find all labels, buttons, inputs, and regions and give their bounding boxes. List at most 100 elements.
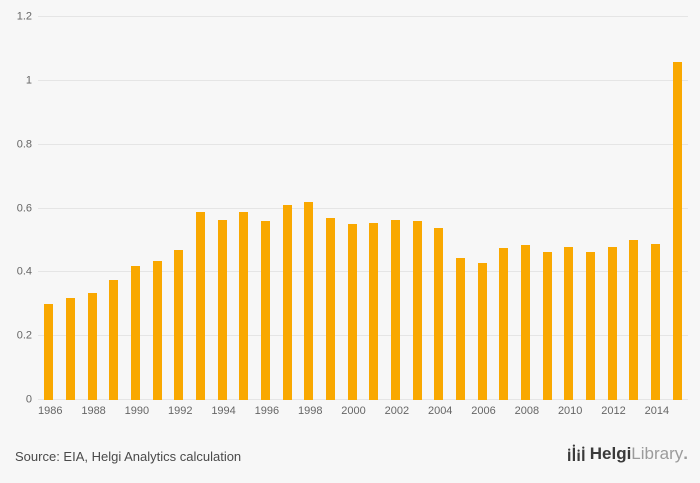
x-axis: 1986 1988 1990 1992 1994 1996 1998 2000 2002 2004… [38, 405, 688, 417]
logo-text-library: Library [631, 444, 684, 463]
bar-1987[interactable] [66, 297, 75, 400]
bar-slot [428, 17, 450, 400]
y-tick-label: 0.2 [16, 329, 32, 342]
x-tick-label [626, 405, 645, 417]
bar-1989[interactable] [109, 280, 119, 400]
x-tick-label: 2002 [384, 405, 410, 417]
bar-slot [341, 17, 363, 400]
bar-2010[interactable] [564, 246, 574, 400]
gridline [38, 335, 688, 337]
gridline [38, 207, 688, 209]
x-tick-label [582, 405, 601, 417]
x-tick-label [192, 405, 211, 417]
x-tick-label [496, 405, 515, 417]
bar-2000[interactable] [347, 224, 357, 400]
bar-1990[interactable] [131, 265, 141, 400]
x-tick-label [106, 405, 125, 417]
x-tick-label [452, 405, 471, 417]
bar-2001[interactable] [369, 222, 379, 400]
gridline [38, 16, 688, 17]
y-tick-label: 0.8 [16, 138, 32, 151]
bar-slot [601, 17, 623, 400]
y-axis: 0 0.2 0.4 0.6 0.8 1 1.2 [0, 11, 32, 405]
bar-slot [385, 17, 407, 400]
x-tick-label: 1986 [38, 405, 63, 417]
x-tick-label: 1998 [297, 405, 323, 417]
bar-2005[interactable] [456, 257, 466, 400]
x-tick-label: 2004 [427, 405, 453, 417]
gridline [38, 399, 688, 400]
bar-slot [515, 17, 537, 400]
x-tick-label [62, 405, 81, 417]
bar-1997[interactable] [282, 205, 292, 400]
x-tick-label [669, 405, 688, 417]
y-tick-label: 0.4 [16, 265, 32, 278]
gridline [38, 271, 688, 273]
bar-2015[interactable] [672, 61, 682, 400]
bar-slot [233, 17, 255, 400]
bar-2004[interactable] [434, 227, 444, 400]
bar-2009[interactable] [542, 251, 552, 400]
x-tick-label: 1994 [211, 405, 236, 417]
bar-1986[interactable] [44, 304, 54, 400]
bar-2013[interactable] [629, 240, 639, 400]
x-tick-label: 2000 [341, 405, 366, 417]
bar-2008[interactable] [521, 245, 531, 400]
bar-1992[interactable] [174, 250, 184, 400]
bar-1988[interactable] [87, 293, 97, 400]
x-tick-label: 1988 [81, 405, 106, 417]
x-tick-label [366, 405, 385, 417]
bar-slot [125, 17, 147, 400]
bar-1991[interactable] [152, 261, 162, 400]
bar-2012[interactable] [607, 246, 617, 400]
bar-slot [363, 17, 385, 400]
x-tick-label [149, 405, 168, 417]
bar-slot [255, 17, 277, 400]
x-tick-label: 2014 [644, 405, 670, 417]
y-tick-label: 1 [25, 74, 32, 87]
bar-slot [38, 17, 60, 400]
helgi-library-logo[interactable]: HelgiLibrary. [567, 444, 688, 462]
bar-slot [60, 17, 82, 400]
bar-slot [211, 17, 233, 400]
bar-slot [406, 17, 428, 400]
bar-slot [623, 17, 645, 400]
x-tick-label: 2010 [557, 405, 583, 417]
bar-slot [103, 17, 125, 400]
bar-slot [276, 17, 298, 400]
bar-2006[interactable] [477, 262, 487, 400]
x-tick-label [236, 405, 255, 417]
bar-2003[interactable] [412, 221, 422, 400]
bar-slot [536, 17, 558, 400]
bar-slot [168, 17, 190, 400]
bar-slot [298, 17, 320, 400]
x-tick-label [322, 405, 341, 417]
bar-slot [558, 17, 580, 400]
bar-slot [450, 17, 472, 400]
bar-slot [471, 17, 493, 400]
bar-slot [146, 17, 168, 400]
x-tick-label [539, 405, 558, 417]
y-tick-label: 0.6 [16, 202, 32, 214]
gridline [38, 79, 688, 81]
bar-1994[interactable] [217, 219, 227, 400]
bar-1993[interactable] [196, 211, 206, 400]
bar-2002[interactable] [391, 219, 401, 400]
bar-slot [320, 17, 342, 400]
bar-2014[interactable] [651, 243, 661, 400]
bar-1998[interactable] [304, 202, 314, 400]
x-tick-label: 2008 [514, 405, 540, 417]
x-tick-label [409, 405, 428, 417]
bar-1999[interactable] [326, 218, 336, 400]
x-tick-label: 1990 [124, 405, 150, 417]
bar-2011[interactable] [586, 251, 596, 400]
x-tick-label: 1992 [167, 405, 193, 417]
logo-text-helgi: Helgi [589, 444, 632, 463]
x-tick-label [279, 405, 298, 417]
bar-1995[interactable] [239, 211, 249, 400]
bar-chart-logo-icon [567, 444, 586, 462]
plot-area [38, 16, 688, 400]
bar-1996[interactable] [261, 221, 271, 400]
y-tick-label: 0 [25, 393, 32, 406]
bar-2007[interactable] [499, 248, 509, 400]
